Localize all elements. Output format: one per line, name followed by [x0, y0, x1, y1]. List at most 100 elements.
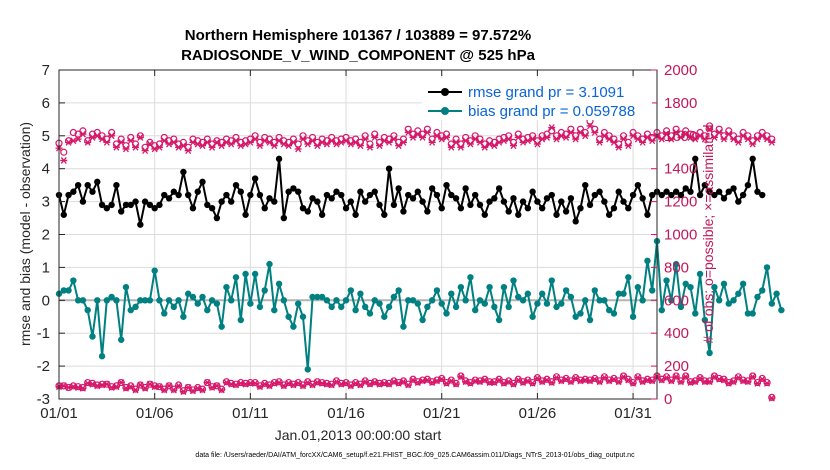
bias-series-point: [237, 316, 244, 324]
obs-assimilated-point: [352, 138, 360, 146]
obs-assimilated-point: [112, 143, 120, 151]
bias-series-point: [476, 297, 484, 304]
bias-series-point: [89, 333, 96, 340]
bias-series-point: [701, 316, 709, 324]
chart-subtitle: RADIOSONDE_V_WIND_COMPONENT @ 525 hPa: [181, 47, 536, 64]
obs-possible-point: [457, 372, 465, 380]
obs-assimilated-point: [79, 130, 87, 138]
obs-possible-point: [395, 378, 403, 387]
rmse-series-point: [620, 198, 627, 205]
bias-series-point: [84, 306, 91, 314]
obs-assimilated-point: [758, 132, 766, 140]
rmse-series-point: [390, 201, 398, 209]
obs-assimilated-point: [184, 384, 192, 391]
bias-series-point: [543, 300, 551, 307]
bias-series-point: [625, 274, 632, 281]
bias-series-point: [591, 287, 599, 294]
bias-series-point: [151, 267, 158, 274]
rmse-series-point: [204, 201, 211, 209]
obs-assimilated-point: [337, 380, 345, 388]
obs-assimilated-point: [318, 379, 326, 387]
obs-assimilated-point: [634, 374, 642, 382]
rmse-series-point: [739, 191, 747, 199]
rmse-series-point: [79, 198, 87, 205]
obs-assimilated-point: [155, 143, 163, 151]
obs-possible-point: [198, 385, 207, 393]
bias-series-point: [376, 300, 383, 307]
rmse-series-point: [696, 191, 704, 199]
obs-assimilated-point: [600, 374, 608, 382]
obs-assimilated-point: [643, 376, 651, 384]
bias-series-point: [548, 277, 555, 284]
bias-series-point: [759, 287, 766, 294]
bias-series-point: [94, 297, 101, 304]
obs-assimilated-point: [749, 140, 757, 148]
obs-assimilated-point: [246, 138, 254, 146]
obs-assimilated-point: [275, 137, 283, 145]
x-tick-label-0: 01/01: [40, 405, 78, 422]
bias-series-point: [448, 290, 455, 297]
obs-assimilated-point: [471, 135, 479, 143]
obs-assimilated-point: [490, 142, 498, 150]
obs-assimilated-point: [648, 377, 656, 385]
obs-assimilated-point: [600, 132, 608, 140]
bias-series-point: [472, 306, 479, 314]
obs-assimilated-point: [117, 138, 125, 146]
obs-assimilated-point: [548, 379, 556, 386]
rmse-series-point: [715, 188, 723, 195]
obs-assimilated-point: [414, 130, 422, 138]
bias-series-point: [711, 283, 718, 291]
obs-assimilated-point: [155, 383, 163, 391]
obs-assimilated-point: [686, 379, 694, 386]
obs-assimilated-point: [620, 135, 628, 143]
obs-assimilated-point: [409, 134, 417, 141]
rmse-series-point: [596, 188, 603, 195]
rmse-series-point: [113, 181, 120, 189]
bias-series-point: [558, 300, 565, 307]
x-tick-label-6: 01/31: [614, 405, 652, 422]
obs-possible-point: [60, 148, 68, 156]
obs-assimilated-point: [615, 143, 623, 151]
rmse-series-point: [376, 201, 383, 209]
bias-series-point: [266, 260, 273, 268]
rmse-series-point: [127, 201, 134, 209]
bias-series-point: [687, 283, 694, 291]
series-5-markers: [55, 373, 776, 402]
obs-assimilated-point: [443, 134, 451, 141]
bias-series-point: [763, 264, 771, 271]
rmse-series-point: [184, 191, 192, 199]
bias-series-point: [610, 310, 618, 317]
obs-assimilated-point: [481, 143, 489, 151]
legend: rmse grand pr = 3.1091 bias grand pr = 0…: [422, 78, 652, 120]
bias-series-point: [208, 297, 216, 304]
bias-series-point: [601, 297, 608, 304]
rmse-series-point: [314, 198, 321, 205]
rmse-series-point: [285, 188, 292, 195]
obs-assimilated-point: [629, 379, 637, 387]
rmse-series-point: [486, 198, 493, 205]
bias-series-point: [730, 297, 737, 304]
obs-assimilated-point: [213, 138, 221, 146]
obs-assimilated-point: [744, 378, 752, 386]
obs-possible-point: [447, 376, 455, 384]
bias-series-point: [605, 306, 613, 314]
rmse-series-point: [189, 204, 197, 212]
rmse-series-point: [644, 211, 651, 218]
rmse-series-point: [601, 198, 608, 205]
obs-assimilated-point: [237, 379, 245, 387]
obs-assimilated-point: [696, 375, 704, 382]
obs-assimilated-point: [763, 379, 771, 387]
obs-assimilated-point: [199, 386, 207, 394]
obs-assimilated-point: [309, 137, 317, 145]
obs-assimilated-point: [371, 134, 379, 141]
bias-series-point: [381, 313, 388, 320]
rmse-series-point: [261, 204, 268, 212]
bias-series-point: [529, 313, 536, 320]
bias-series-point: [127, 306, 134, 314]
y-axis-ticks: -3 -2 -1 0 1 2 3 4 5 6 7: [37, 62, 65, 408]
obs-assimilated-point: [423, 129, 431, 136]
bias-series-point: [486, 283, 493, 291]
obs-assimilated-point: [672, 373, 680, 381]
rmse-series-point: [89, 188, 96, 195]
y-tick-label-6: 3: [42, 194, 50, 211]
